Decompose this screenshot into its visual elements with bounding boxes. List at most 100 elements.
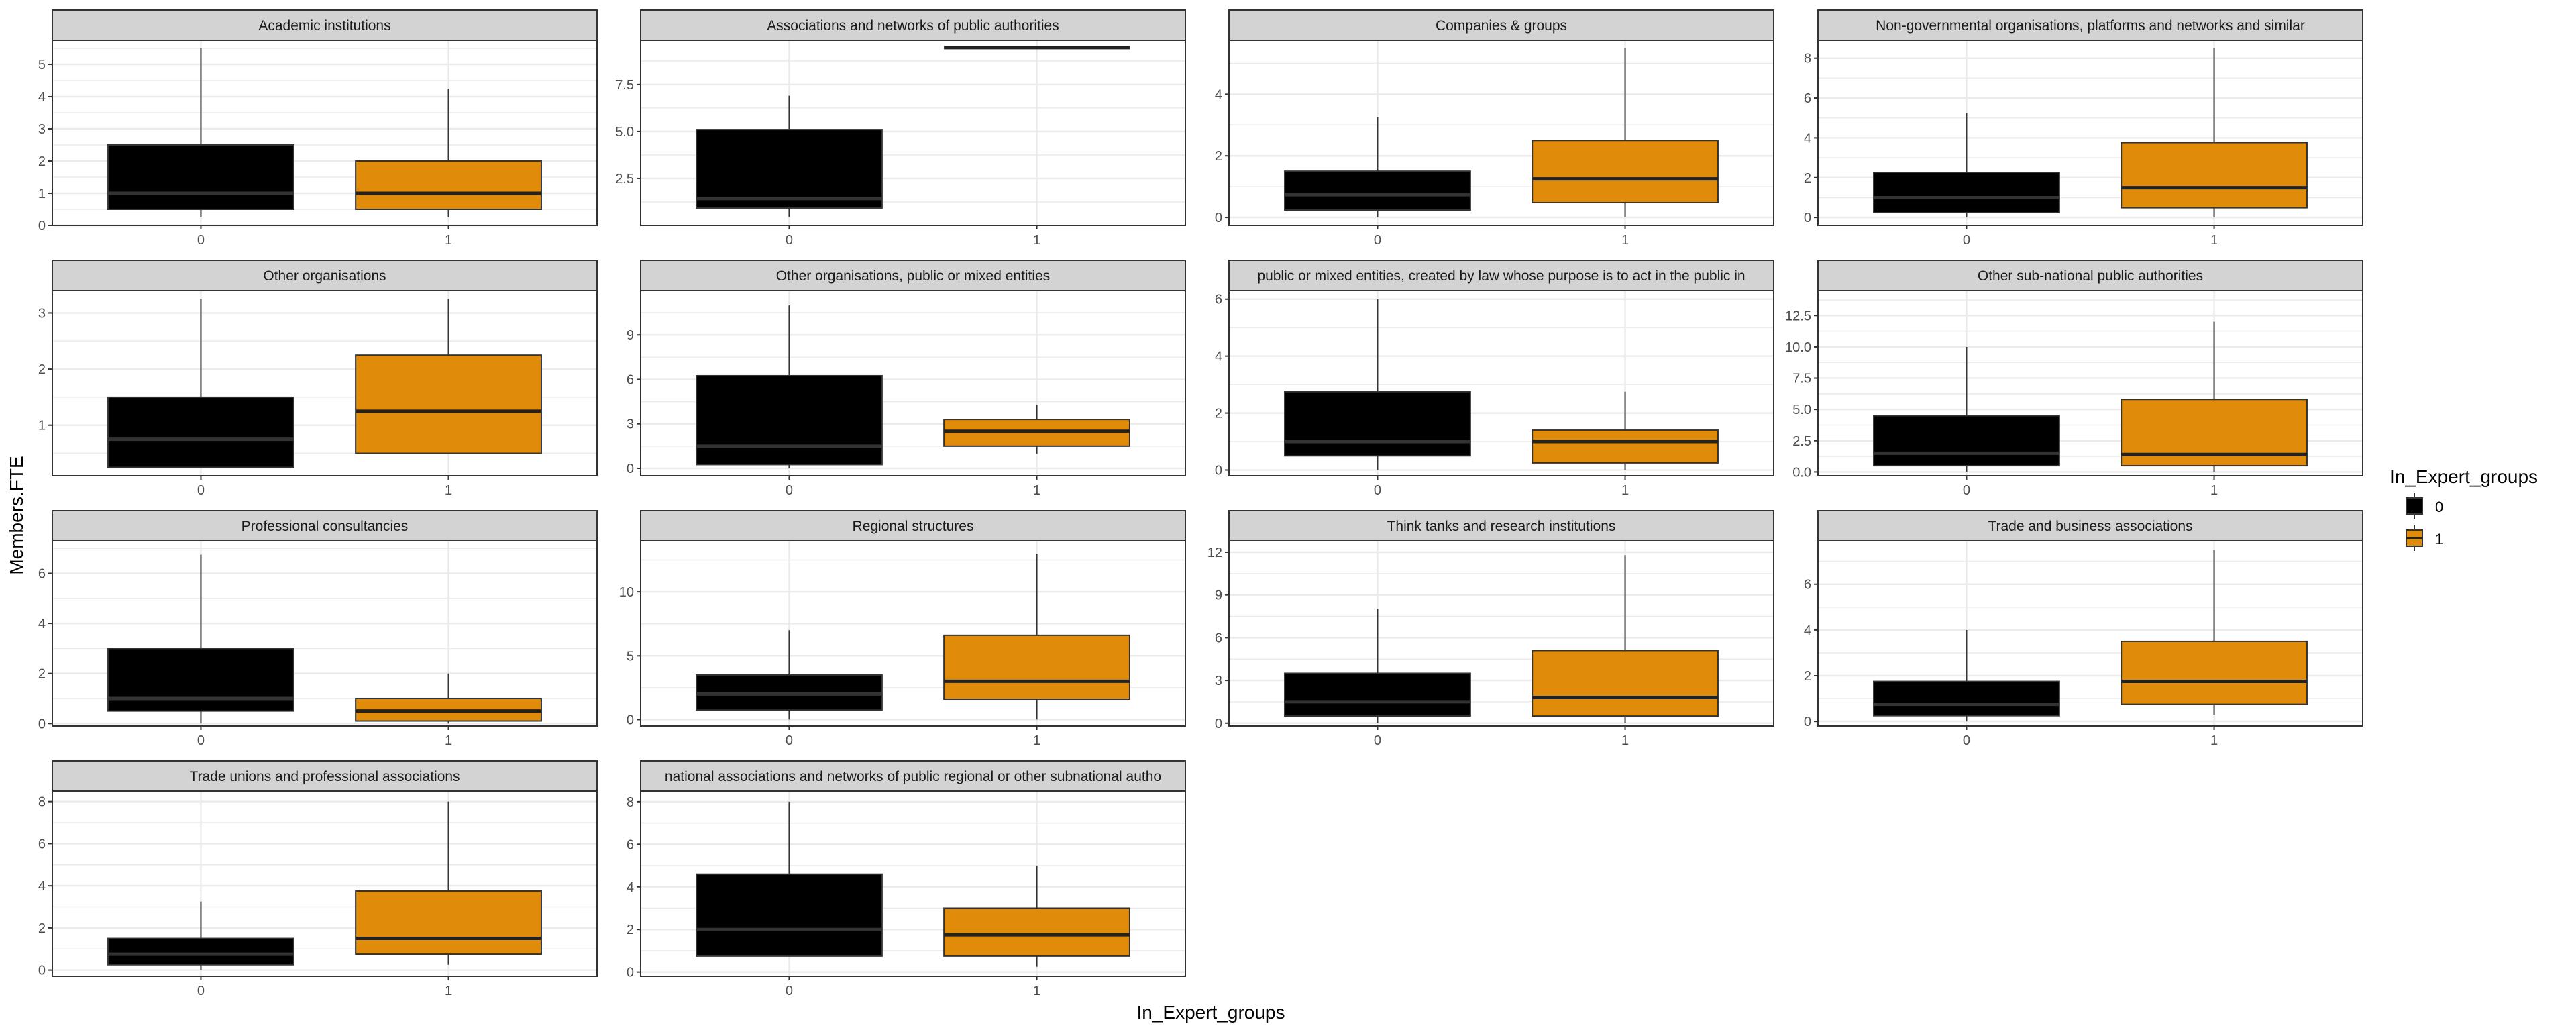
box-group-1 xyxy=(1532,555,1719,723)
y-tick-label: 0 xyxy=(38,219,46,234)
facet-strip xyxy=(1817,510,2363,541)
y-tick-label: 6 xyxy=(38,837,46,851)
facet-title: Academic institutions xyxy=(258,18,390,34)
y-tick-label: 5.0 xyxy=(1792,403,1811,417)
y-tick-label: 4 xyxy=(38,617,46,631)
y-tick-label: 4 xyxy=(38,90,46,105)
y-tick-label: 9 xyxy=(627,328,634,343)
y-tick-label: 4 xyxy=(1215,87,1222,102)
box xyxy=(696,873,883,957)
facet-title: Regional structures xyxy=(853,519,974,534)
y-tick-label: 6 xyxy=(38,566,46,581)
facet-title: Professional consultancies xyxy=(241,519,409,534)
facet-panel: public or mixed entities, created by law… xyxy=(1215,260,1774,498)
box xyxy=(355,354,542,454)
y-tick-label: 2 xyxy=(38,921,46,936)
facet-strip xyxy=(1817,260,2363,291)
facet-strip xyxy=(640,760,1186,792)
box-group-0 xyxy=(1873,346,2060,472)
legend-title: In_Expert_groups xyxy=(2390,466,2538,487)
y-tick-label: 8 xyxy=(38,795,46,810)
box-group-0 xyxy=(107,901,294,970)
y-tick-label: 2 xyxy=(38,667,46,682)
y-tick-label: 10 xyxy=(619,585,634,600)
y-tick-label: 3 xyxy=(38,306,46,321)
box xyxy=(107,937,294,966)
box xyxy=(2121,640,2308,705)
x-tick-label: 0 xyxy=(197,483,205,498)
x-tick-label: 1 xyxy=(1621,733,1629,748)
y-tick-label: 8 xyxy=(1804,52,1811,66)
legend: In_Expert_groups 0 1 xyxy=(2390,466,2538,551)
box xyxy=(1532,429,1719,464)
box-group-0 xyxy=(1284,299,1471,470)
x-tick-label: 0 xyxy=(197,733,205,748)
y-tick-label: 2 xyxy=(627,923,634,937)
legend-label-1: 1 xyxy=(2435,531,2443,548)
y-tick-label: 6 xyxy=(627,837,634,852)
y-tick-label: 3 xyxy=(1215,674,1222,688)
y-tick-label: 5.0 xyxy=(615,125,634,140)
legend-label-0: 0 xyxy=(2435,499,2443,515)
facet-panel: Professional consultancies 0 2 4 6 0 1 xyxy=(38,510,598,748)
x-tick-label: 0 xyxy=(786,984,793,998)
x-tick-label: 0 xyxy=(1963,733,1970,748)
y-tick-label: 0 xyxy=(1215,211,1222,225)
box xyxy=(1284,391,1471,457)
facet-panel: Regional structures 0 5 10 0 1 xyxy=(619,510,1186,748)
panel-border xyxy=(1817,540,2363,727)
box xyxy=(1532,140,1719,204)
x-tick-label: 1 xyxy=(2210,483,2218,498)
box-group-1 xyxy=(943,405,1130,454)
box xyxy=(1873,680,2060,717)
box xyxy=(1284,170,1471,211)
facet-title: Companies & groups xyxy=(1436,18,1567,34)
y-tick-label: 0 xyxy=(1215,464,1222,478)
panel-border xyxy=(1228,40,1774,226)
x-tick-label: 1 xyxy=(1033,483,1040,498)
facet-panel: Think tanks and research institutions 0 3 6… xyxy=(1208,510,1774,748)
facet-panel: Companies & groups 0 2 4 0 1 xyxy=(1215,9,1774,248)
panel-border xyxy=(1817,40,2363,226)
y-tick-label: 6 xyxy=(1215,293,1222,307)
legend-key-1: 1 xyxy=(2406,525,2443,551)
y-tick-label: 12 xyxy=(1208,546,1222,560)
facet-title: Non-governmental organisations, platform… xyxy=(1876,18,2305,34)
y-axis-title: Members.FTE xyxy=(6,456,27,574)
panel-border xyxy=(1228,290,1774,476)
facet-panel: Other sub-national public authorities 0.0… xyxy=(1785,260,2363,498)
y-tick-label: 5 xyxy=(38,58,46,72)
y-tick-label: 8 xyxy=(627,795,634,810)
facet-title: public or mixed entities, created by law… xyxy=(1257,268,1745,284)
x-tick-label: 0 xyxy=(786,483,793,498)
box xyxy=(1873,415,2060,467)
box-group-1 xyxy=(2121,321,2308,472)
panel-border xyxy=(1817,290,2363,476)
x-tick-label: 1 xyxy=(1621,233,1629,248)
y-tick-label: 2.5 xyxy=(1792,434,1811,449)
box xyxy=(1532,650,1719,717)
panel-border xyxy=(640,290,1186,476)
facet-panel: Trade and business associations 0 2 4 6 0 1 xyxy=(1804,510,2363,748)
facet-title: Trade unions and professional associatio… xyxy=(189,769,460,784)
facet-panel: Non-governmental organisations, platform… xyxy=(1804,9,2363,248)
x-tick-label: 1 xyxy=(445,984,452,998)
box-group-1 xyxy=(355,673,542,724)
facet-panel: Academic institutions 0 1 2 3 4 5 0 1 xyxy=(38,9,598,248)
facet-title: Other organisations, public or mixed ent… xyxy=(776,268,1051,284)
facet-title: Think tanks and research institutions xyxy=(1387,519,1616,534)
x-tick-label: 1 xyxy=(445,483,452,498)
facet-strip xyxy=(52,760,598,792)
panel-border xyxy=(640,540,1186,727)
box-group-0 xyxy=(1873,113,2060,218)
facet-strip xyxy=(640,510,1186,541)
box-group-0 xyxy=(696,95,883,217)
facet-strip xyxy=(1228,9,1774,41)
box-group-0 xyxy=(1873,629,2060,722)
box xyxy=(1873,172,2060,214)
x-tick-label: 1 xyxy=(1033,233,1040,248)
legend-key-0: 0 xyxy=(2406,493,2443,519)
y-tick-label: 4 xyxy=(38,879,46,894)
x-tick-label: 1 xyxy=(1621,483,1629,498)
panel-border xyxy=(52,290,598,476)
